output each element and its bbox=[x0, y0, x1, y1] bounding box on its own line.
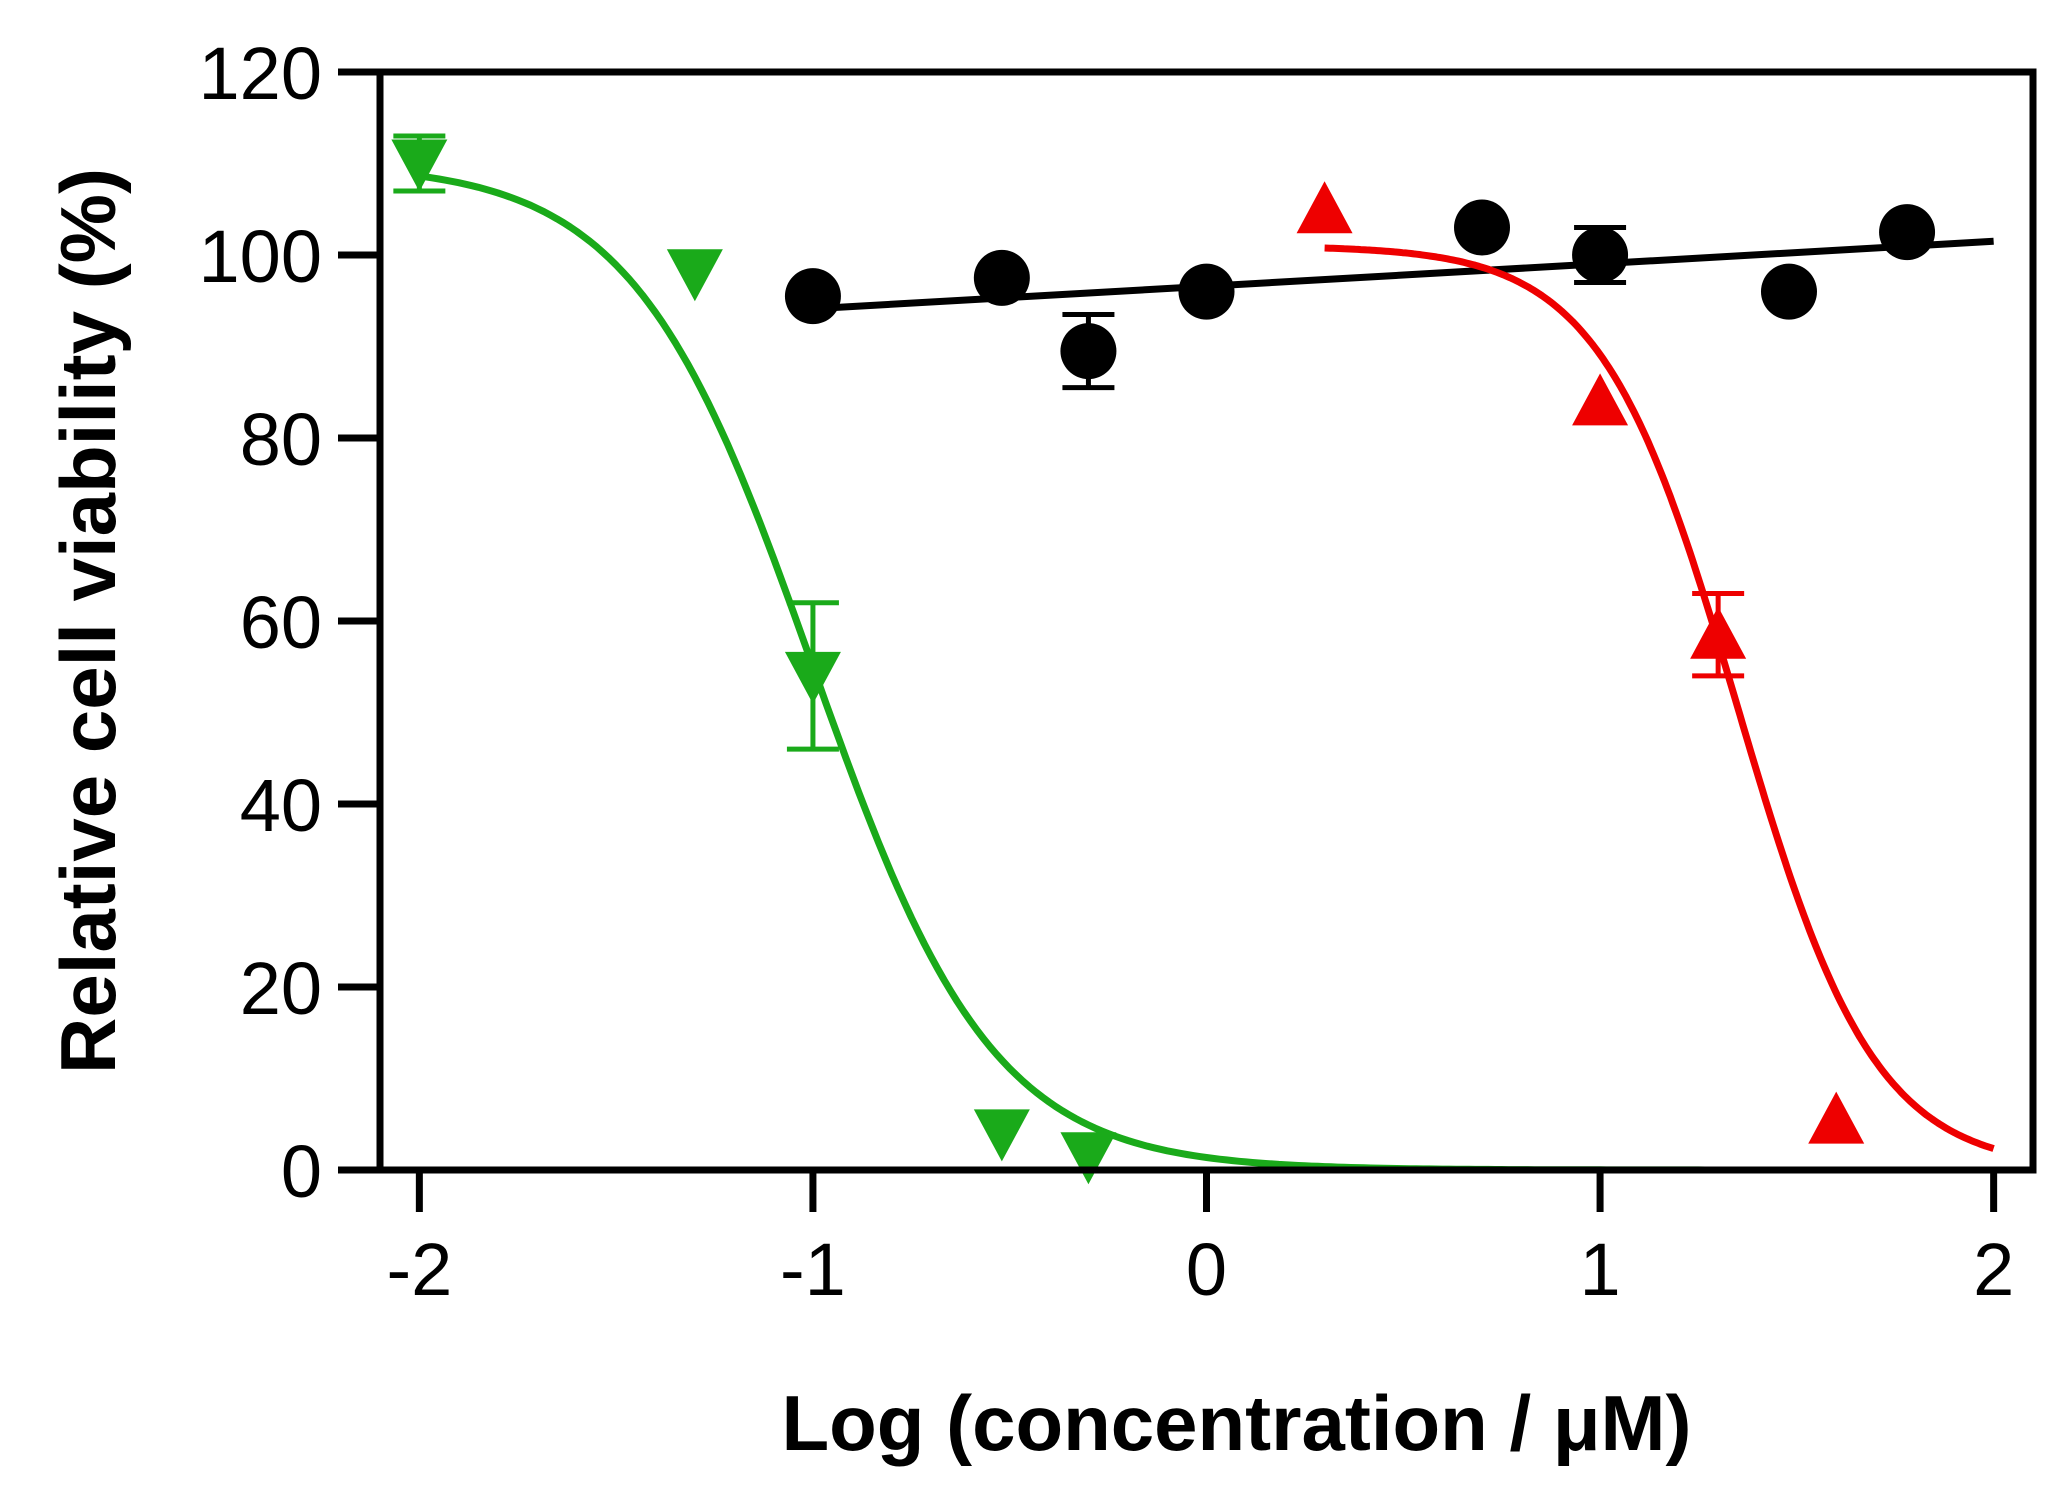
fit-curve bbox=[1323, 244, 1995, 1152]
y-tick-label: 60 bbox=[240, 581, 322, 664]
x-tick-label: 1 bbox=[1579, 1228, 1620, 1311]
x-tick-label: -1 bbox=[780, 1228, 846, 1311]
data-point bbox=[784, 651, 841, 704]
data-point bbox=[1060, 323, 1117, 380]
data-point bbox=[1808, 1091, 1865, 1144]
y-tick-label: 20 bbox=[240, 947, 322, 1030]
data-point bbox=[1060, 1132, 1117, 1185]
data-point bbox=[1572, 227, 1629, 283]
y-tick-label: 120 bbox=[199, 32, 322, 115]
y-tick-label: 40 bbox=[240, 764, 322, 847]
data-point bbox=[1690, 606, 1747, 659]
x-tick-label: 2 bbox=[1973, 1228, 2014, 1311]
x-tick-label: -2 bbox=[386, 1228, 452, 1311]
x-tick-label: 0 bbox=[1186, 1228, 1227, 1311]
data-point bbox=[973, 1109, 1030, 1162]
plot-frame bbox=[376, 68, 2037, 1174]
data-point bbox=[1879, 204, 1936, 261]
data-point bbox=[666, 249, 723, 302]
plot-area bbox=[391, 133, 1995, 1185]
y-tick-label: 80 bbox=[240, 398, 322, 481]
fit-curve bbox=[418, 172, 1994, 1174]
data-point bbox=[1454, 199, 1510, 256]
axis-ticks: 0 20 40 60 80 100 120 -2 -1 0 1 2 bbox=[199, 32, 2015, 1311]
data-point bbox=[391, 139, 448, 192]
data-point bbox=[784, 268, 841, 325]
y-axis-title: Relative cell viability (%) bbox=[44, 168, 132, 1074]
data-point bbox=[1296, 181, 1353, 234]
y-tick-label: 0 bbox=[281, 1130, 322, 1213]
y-tick-label: 100 bbox=[199, 215, 322, 298]
x-axis-title: Log (concentration / μM) bbox=[782, 1379, 1692, 1467]
data-point bbox=[973, 249, 1030, 306]
data-point bbox=[1178, 263, 1235, 320]
data-point bbox=[1760, 263, 1817, 320]
data-point bbox=[1572, 373, 1629, 426]
